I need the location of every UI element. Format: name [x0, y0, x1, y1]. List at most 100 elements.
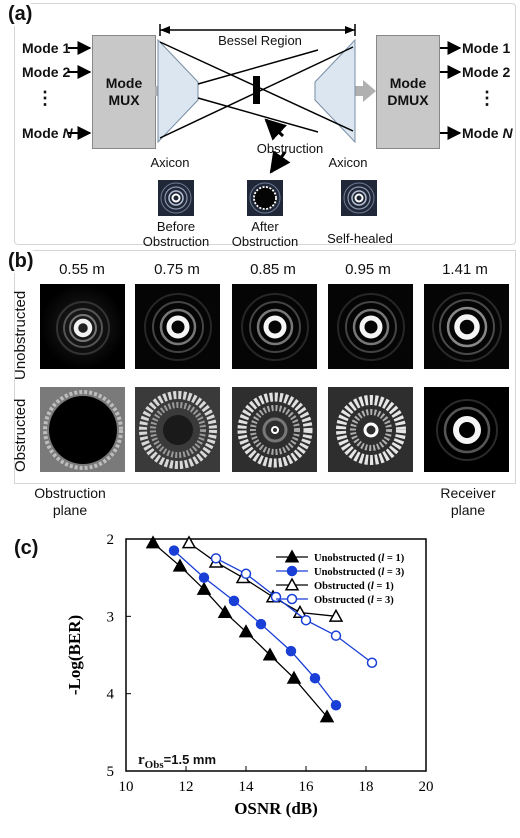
- distance-label-1: 0.55 m: [59, 261, 105, 278]
- x-tick-label: 18: [359, 779, 374, 795]
- input-mode-1: Mode 1: [22, 40, 71, 56]
- beam-image-obstructed: [135, 387, 220, 472]
- input-mode-n: Mode N: [22, 125, 73, 141]
- axicon-left-label: Axicon: [150, 155, 190, 170]
- distance-label-2: 0.75 m: [154, 261, 200, 278]
- panel-a-tag: (a): [4, 3, 37, 26]
- r-obs-value: =1.5 mm: [163, 752, 217, 767]
- y-tick-label: 3: [107, 609, 115, 625]
- beam-image-unobstructed: [135, 284, 220, 369]
- series-2-point: [228, 595, 240, 607]
- legend-entry: Unobstructed (l = 1): [314, 553, 405, 564]
- mode-mux-label: Mode MUX: [105, 75, 143, 108]
- r-obs-annotation: rObs=1.5 mm: [138, 752, 216, 771]
- series-4-point: [270, 591, 282, 603]
- panel-b-tag: (b): [4, 250, 38, 273]
- series-1-point: [145, 535, 161, 549]
- x-tick-label: 12: [179, 779, 194, 795]
- series-2-point: [168, 545, 180, 556]
- series-3-point: [328, 608, 344, 622]
- series-1-point: [262, 647, 278, 661]
- mode-dmux-label: Mode DMUX: [387, 75, 429, 108]
- r-obs-sub: Obs: [144, 759, 164, 771]
- axicon-right-label: Axicon: [328, 155, 368, 170]
- receiver-plane-label: Receiver plane: [440, 485, 496, 518]
- row-label-unobstructed: Unobstructed: [12, 290, 29, 380]
- series-1-point: [196, 581, 212, 595]
- osnr-ber-chart: 10 12 14 16 18 20 2 3 4 5 OSNR (dB) -Log(BER) Unobst…: [65, 532, 434, 818]
- series-2-point: [330, 700, 342, 711]
- obstruction-label: Obstruction: [256, 141, 324, 156]
- series-1-point: [319, 709, 335, 723]
- after-obstruction-image: [247, 180, 283, 216]
- series-1-point: [217, 604, 233, 619]
- series-2-point: [309, 672, 321, 684]
- distance-label-4: 0.95 m: [345, 261, 391, 278]
- beam-image-unobstructed: [328, 284, 413, 369]
- series-2-point: [285, 645, 297, 657]
- series-1-point: [286, 670, 302, 684]
- y-tick-label: 5: [107, 764, 115, 780]
- axicon-right-shape: [314, 38, 356, 144]
- x-tick-label: 20: [419, 779, 434, 795]
- mode-mux-box: Mode MUX: [92, 35, 156, 149]
- y-axis-label: -Log(BER): [65, 615, 84, 695]
- x-axis-label: OSNR (dB): [234, 799, 318, 818]
- series-1-point: [172, 558, 188, 572]
- r-obs-main: r: [138, 752, 145, 768]
- distance-label-3: 0.85 m: [250, 261, 296, 278]
- series-1-point: [238, 624, 254, 638]
- panel-c-tag: (c): [10, 537, 43, 560]
- output-mode-n: Mode N: [462, 125, 513, 141]
- panel-b: [14, 250, 516, 484]
- y-tick-label: 2: [107, 532, 115, 548]
- legend-entry: Obstructed (l = 1): [314, 581, 394, 592]
- input-mode-2: Mode 2: [22, 64, 71, 80]
- plot-frame: [125, 538, 427, 772]
- legend-marker: [286, 593, 298, 605]
- legend-marker: [284, 577, 300, 591]
- output-mode-2: Mode 2: [462, 64, 511, 80]
- before-obstruction-label: Before Obstruction: [142, 219, 210, 249]
- series-2-point: [255, 618, 267, 630]
- beam-image-unobstructed: [40, 284, 125, 369]
- output-mode-1: Mode 1: [462, 40, 511, 56]
- legend-entry: Obstructed (l = 3): [314, 595, 394, 606]
- series-4-point: [240, 568, 252, 580]
- input-mode-n-text: Mode N: [22, 125, 73, 141]
- legend-entry: Unobstructed (l = 3): [314, 567, 405, 578]
- output-mode-dots: ⋮: [478, 88, 496, 108]
- axicon-left-shape: [157, 38, 199, 144]
- series-3-point: [181, 535, 197, 549]
- series-line-4: [215, 557, 373, 664]
- bessel-arrow-right: [345, 26, 355, 34]
- x-tick-label: 10: [119, 779, 134, 795]
- beam-image-obstructed: [232, 387, 317, 472]
- row-label-obstructed: Obstructed: [12, 398, 29, 472]
- after-pointer: [269, 150, 291, 174]
- distance-label-5: 1.41 m: [442, 261, 488, 278]
- beam-line: [197, 49, 319, 85]
- self-healed-label: Self-healed: [327, 231, 393, 246]
- series-4-point: [210, 553, 222, 564]
- bessel-arrow-left: [160, 26, 170, 34]
- y-tick-label: 4: [107, 687, 115, 703]
- series-4-point: [330, 630, 342, 641]
- x-tick-label: 14: [239, 779, 255, 795]
- legend-marker: [286, 565, 298, 577]
- input-mode-dots: ⋮: [36, 88, 54, 108]
- beam-image-obstructed: [424, 387, 509, 472]
- obstruction-plane-label: Obstruction plane: [34, 485, 106, 518]
- beam-image-unobstructed: [232, 284, 317, 369]
- series-2-point: [198, 572, 210, 583]
- beam-image-unobstructed: [424, 284, 509, 369]
- obstruction-block: [253, 76, 260, 104]
- series-3-point: [292, 604, 308, 619]
- beam-image-obstructed: [40, 387, 125, 472]
- obstruction-pointer: [264, 118, 287, 141]
- series-4-point: [366, 657, 378, 668]
- series-4-point: [300, 614, 312, 626]
- before-obstruction-image: [158, 180, 194, 216]
- after-obstruction-label: After Obstruction: [231, 219, 299, 249]
- legend-marker: [284, 549, 300, 563]
